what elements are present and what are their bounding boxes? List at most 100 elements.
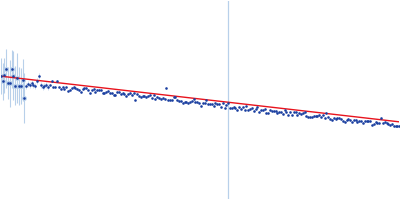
Point (110, 93, 117, 96)
Point (329, 118, 335, 121)
Point (130, 91, 137, 94)
Point (114, 91, 120, 94)
Point (198, 105, 204, 108)
Point (307, 115, 313, 119)
Point (18, 85, 24, 88)
Point (318, 115, 324, 118)
Point (229, 106, 235, 109)
Point (21, 96, 28, 100)
Point (194, 101, 200, 104)
Point (392, 124, 399, 127)
Point (212, 101, 219, 105)
Point (320, 113, 326, 116)
Point (132, 98, 138, 101)
Point (294, 114, 300, 117)
Point (165, 99, 171, 102)
Point (174, 98, 180, 102)
Point (189, 100, 195, 103)
Point (223, 103, 230, 107)
Point (127, 91, 133, 94)
Point (136, 94, 142, 97)
Point (241, 108, 248, 111)
Point (140, 95, 146, 98)
Point (80, 87, 86, 90)
Point (347, 118, 353, 121)
Point (358, 120, 364, 123)
Point (282, 108, 288, 111)
Point (200, 102, 206, 105)
Point (285, 113, 292, 117)
Point (372, 121, 379, 124)
Point (100, 92, 106, 95)
Point (274, 111, 280, 115)
Point (120, 91, 126, 94)
Point (116, 90, 122, 93)
Point (351, 119, 357, 122)
Point (225, 101, 232, 104)
Point (343, 119, 350, 122)
Point (148, 97, 155, 100)
Point (362, 120, 368, 123)
Point (305, 115, 312, 118)
Point (59, 86, 66, 89)
Point (342, 120, 348, 124)
Point (112, 94, 118, 97)
Point (28, 82, 35, 85)
Point (340, 119, 346, 122)
Point (150, 94, 157, 97)
Point (249, 106, 255, 109)
Point (38, 83, 44, 86)
Point (172, 95, 179, 99)
Point (262, 108, 268, 111)
Point (376, 121, 382, 124)
Point (16, 84, 22, 88)
Point (52, 86, 58, 89)
Point (123, 94, 130, 97)
Point (323, 112, 330, 115)
Point (287, 111, 293, 114)
Point (181, 100, 188, 103)
Point (336, 117, 342, 120)
Point (232, 106, 239, 109)
Point (27, 83, 33, 87)
Point (256, 111, 262, 114)
Point (88, 88, 95, 92)
Point (230, 105, 237, 108)
Point (360, 122, 366, 125)
Point (252, 107, 259, 111)
Point (365, 119, 372, 122)
Point (276, 110, 282, 113)
Point (314, 114, 320, 118)
Point (352, 119, 359, 122)
Point (265, 111, 272, 114)
Point (383, 121, 390, 124)
Point (221, 106, 228, 110)
Point (234, 108, 240, 111)
Point (236, 106, 242, 109)
Point (50, 85, 57, 88)
Point (207, 102, 213, 105)
Point (83, 87, 90, 90)
Point (367, 119, 373, 122)
Point (128, 94, 135, 97)
Point (54, 80, 60, 83)
Point (201, 102, 208, 105)
Point (5, 81, 11, 84)
Point (56, 85, 62, 88)
Point (203, 98, 210, 101)
Point (183, 100, 190, 104)
Point (214, 102, 220, 105)
Point (396, 124, 400, 127)
Point (363, 120, 370, 123)
Point (387, 124, 394, 127)
Point (280, 112, 286, 115)
Point (270, 109, 277, 113)
Point (254, 106, 260, 109)
Point (41, 84, 48, 88)
Point (23, 84, 29, 87)
Point (36, 74, 42, 77)
Point (67, 89, 73, 92)
Point (32, 85, 38, 88)
Point (369, 123, 375, 126)
Point (30, 84, 37, 87)
